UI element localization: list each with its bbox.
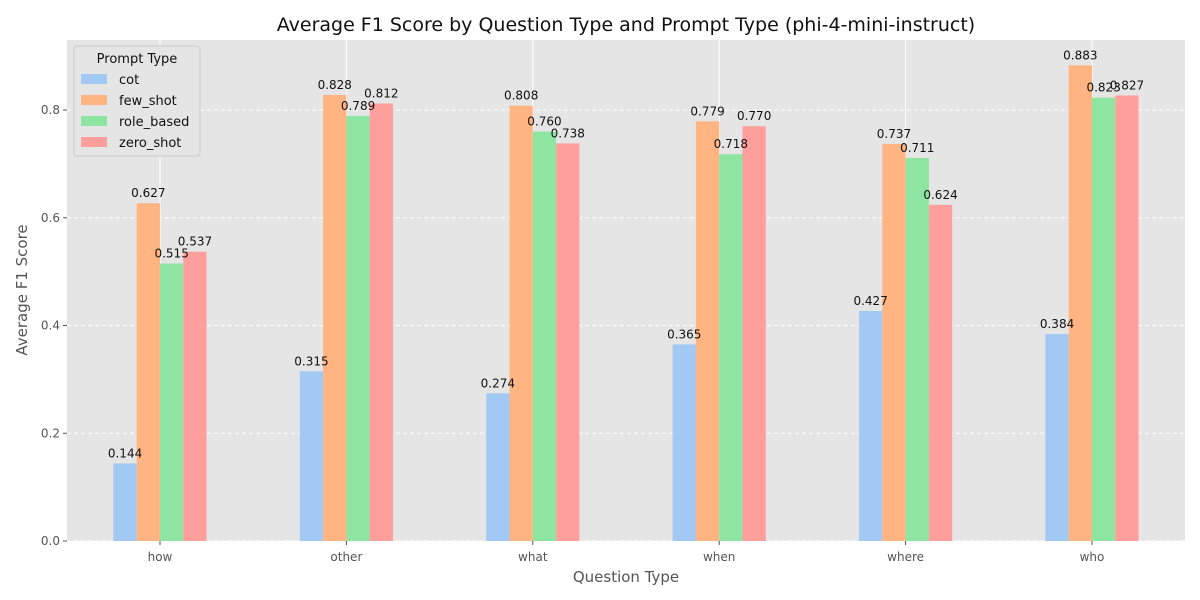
y-tick-label: 0.8 (41, 103, 60, 117)
bar-zero_shot-how (183, 251, 207, 542)
data-label: 0.760 (527, 115, 561, 129)
x-tick-label: when (703, 550, 735, 564)
bar-cot-what (486, 393, 510, 541)
data-label: 0.144 (108, 446, 142, 460)
bar-few_shot-how (136, 203, 160, 541)
bar-few_shot-what (509, 105, 533, 541)
data-label: 0.828 (318, 78, 352, 92)
x-tick-label: where (887, 550, 924, 564)
x-tick-label: other (330, 550, 362, 564)
data-label: 0.808 (504, 89, 538, 103)
legend: Prompt Type cot few_shot role_based zero_sh… (73, 45, 201, 157)
legend-swatch-few_shot (81, 95, 107, 105)
x-tick-label: how (148, 550, 173, 564)
bar-cot-how (113, 463, 137, 541)
bar-zero_shot-other (369, 103, 393, 541)
data-label: 0.384 (1040, 317, 1074, 331)
chart-title: Average F1 Score by Question Type and Pr… (277, 14, 975, 36)
bar-role_based-who (1092, 97, 1116, 541)
bar-zero_shot-when (742, 126, 766, 542)
y-tick-label: 0.4 (41, 319, 60, 333)
data-label: 0.537 (178, 235, 212, 249)
x-tick-label: what (518, 550, 548, 564)
x-axis-ticks: how other what when where who (148, 541, 1105, 564)
data-label: 0.711 (900, 141, 934, 155)
bar-few_shot-who (1068, 65, 1092, 542)
legend-label-role_based: role_based (119, 115, 189, 130)
bar-role_based-where (905, 157, 929, 541)
data-label: 0.365 (667, 327, 701, 341)
bar-cot-other (299, 371, 324, 541)
legend-swatch-zero_shot (81, 137, 107, 147)
bar-zero_shot-what (556, 143, 580, 541)
data-label: 0.779 (690, 104, 724, 118)
data-labels: 0.144 0.315 0.274 0.365 0.427 0.384 0.627 0.828… (108, 48, 1144, 460)
y-tick-label: 0.6 (41, 211, 60, 225)
data-label: 0.315 (294, 354, 328, 368)
legend-swatch-cot (81, 74, 107, 84)
legend-box (73, 45, 201, 157)
legend-items: cot few_shot role_based zero_shot (81, 73, 189, 151)
data-label: 0.789 (341, 99, 375, 113)
data-label: 0.827 (1110, 78, 1144, 92)
bar-few_shot-other (323, 94, 347, 541)
legend-swatch-role_based (81, 116, 107, 126)
data-label: 0.515 (154, 247, 188, 261)
y-axis-ticks: 0.0 0.2 0.4 0.6 0.8 (41, 103, 67, 548)
legend-label-cot: cot (119, 73, 139, 88)
bar-zero_shot-who (1115, 95, 1139, 542)
legend-label-few_shot: few_shot (119, 94, 177, 109)
bars (113, 65, 1139, 542)
data-label: 0.624 (923, 188, 957, 202)
bar-few_shot-when (695, 121, 720, 542)
x-tick-label: who (1080, 550, 1105, 564)
bar-role_based-when (719, 154, 743, 541)
bar-role_based-what (532, 131, 557, 542)
plot-area (67, 40, 1185, 541)
x-axis-label: Question Type (573, 568, 679, 586)
bar-role_based-other (346, 115, 370, 541)
data-label: 0.738 (551, 126, 585, 140)
y-axis-label: Average F1 Score (13, 224, 31, 355)
y-tick-label: 0.2 (41, 426, 60, 440)
legend-title: Prompt Type (97, 52, 178, 67)
bar-cot-who (1045, 334, 1069, 541)
bar-few_shot-where (882, 143, 906, 542)
bar-zero_shot-where (928, 204, 953, 541)
data-label: 0.718 (714, 137, 748, 151)
data-label: 0.823 (1086, 81, 1120, 95)
data-label: 0.812 (364, 87, 398, 101)
data-label: 0.737 (877, 127, 911, 141)
data-label: 0.770 (737, 109, 771, 123)
data-label: 0.883 (1063, 48, 1097, 62)
bar-role_based-how (160, 263, 184, 541)
bar-cot-when (672, 344, 696, 541)
y-tick-label: 0.0 (41, 534, 60, 548)
bar-cot-where (859, 310, 883, 541)
data-label: 0.427 (853, 294, 887, 308)
legend-label-zero_shot: zero_shot (119, 136, 181, 151)
data-label: 0.627 (131, 186, 165, 200)
data-label: 0.274 (481, 376, 515, 390)
